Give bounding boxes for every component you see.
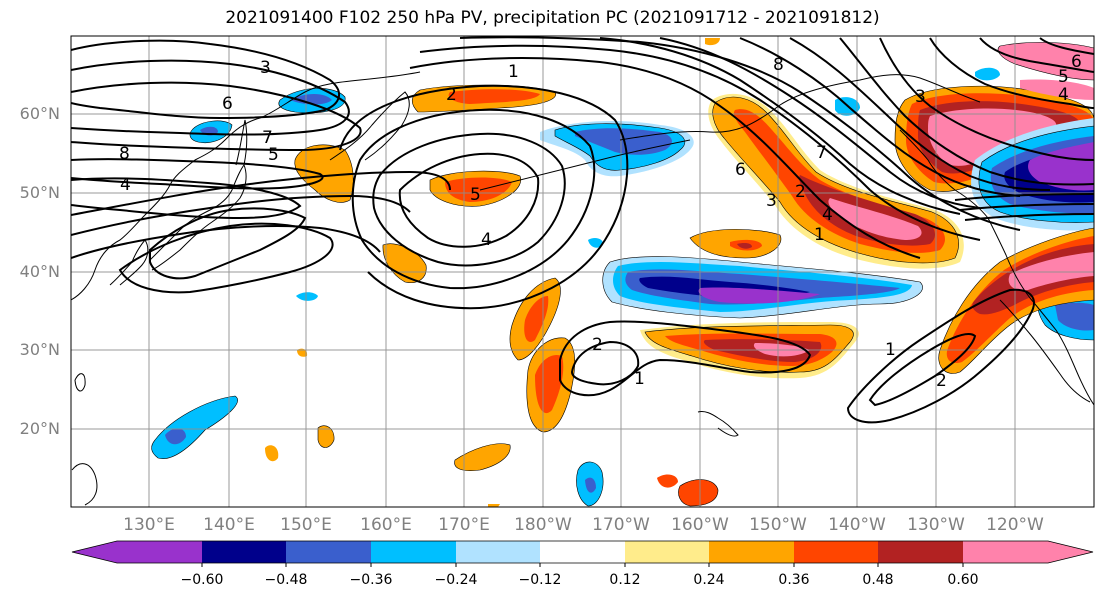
coast-kamchatka bbox=[329, 91, 410, 161]
colorbar-tick-label: 0.48 bbox=[862, 572, 894, 588]
contour-label: 1 bbox=[885, 340, 896, 360]
contour-label: 8 bbox=[119, 144, 130, 164]
colorbar-extend-max bbox=[1047, 541, 1093, 563]
shading-positive-small bbox=[265, 38, 782, 507]
map-title: 2021091400 F102 250 hPa PV, precipitatio… bbox=[225, 8, 880, 28]
contour-labels: 3 6 7 8 5 4 2 1 5 4 8 7 6 3 2 4 1 3 6 5 … bbox=[119, 52, 1082, 391]
contour-label: 4 bbox=[120, 175, 131, 195]
contour-label: 3 bbox=[260, 58, 271, 78]
lon-label: 170°E bbox=[438, 515, 490, 535]
colorbar-swatch bbox=[963, 541, 1049, 563]
colorbar-tick-label: −0.12 bbox=[518, 572, 562, 588]
colorbar-tick-label: −0.36 bbox=[349, 572, 393, 588]
contour-label: 6 bbox=[735, 160, 746, 180]
colorbar-tick-label: 0.24 bbox=[693, 572, 725, 588]
colorbar-tick-label: −0.60 bbox=[180, 572, 224, 588]
colorbar-swatch bbox=[456, 541, 541, 563]
contour-label: 5 bbox=[268, 145, 279, 165]
contour-label: 1 bbox=[634, 369, 645, 389]
colorbar-tick-label: 0.12 bbox=[609, 572, 641, 588]
lon-label: 140°E bbox=[203, 515, 255, 535]
map-panel: 3 6 7 8 5 4 2 1 5 4 8 7 6 3 2 4 1 3 6 5 … bbox=[71, 36, 1094, 507]
shading-positive-california bbox=[938, 227, 1094, 374]
lat-label: 60°N bbox=[19, 104, 60, 123]
coast-hawaii bbox=[697, 411, 739, 437]
contour-label: 2 bbox=[795, 182, 806, 202]
contour-label: 5 bbox=[470, 185, 481, 205]
coast-aleutians bbox=[479, 139, 691, 191]
lon-label: 150°E bbox=[280, 515, 332, 535]
lon-label: 180°W bbox=[514, 515, 572, 535]
colorbar-tick-label: −0.24 bbox=[434, 572, 478, 588]
contour-label: 2 bbox=[936, 371, 947, 391]
lon-label: 160°W bbox=[671, 515, 729, 535]
contour-label: 2 bbox=[446, 85, 457, 105]
colorbar-swatch bbox=[202, 541, 287, 563]
colorbar-swatch bbox=[371, 541, 457, 563]
colorbar-tick-label: 0.60 bbox=[947, 572, 979, 588]
contour-label: 4 bbox=[481, 230, 492, 250]
colorbar-swatch bbox=[794, 541, 879, 563]
contour-label: 3 bbox=[766, 191, 777, 211]
shading-negative-pnw bbox=[971, 118, 1094, 341]
contour-label: 6 bbox=[1071, 52, 1082, 72]
lat-label: 20°N bbox=[19, 419, 60, 438]
contour-label: 7 bbox=[816, 143, 827, 163]
colorbar-swatch bbox=[286, 541, 372, 563]
map-frame bbox=[70, 35, 1095, 508]
shading-negative-wpac bbox=[151, 88, 604, 507]
contour-label: 1 bbox=[508, 62, 519, 82]
contour-label: 6 bbox=[222, 94, 233, 114]
lon-label: 140°W bbox=[828, 515, 886, 535]
lon-label: 160°E bbox=[360, 515, 412, 535]
pv-contours bbox=[71, 36, 1094, 424]
coast-philippines bbox=[71, 463, 98, 506]
contour-label: 5 bbox=[1058, 67, 1069, 87]
lon-label: 130°W bbox=[907, 515, 965, 535]
contour-label: 8 bbox=[773, 55, 784, 75]
contour-label: 2 bbox=[592, 335, 603, 355]
lon-label: 120°W bbox=[986, 515, 1044, 535]
coast-mexico bbox=[999, 299, 1091, 403]
colorbar-swatch bbox=[709, 541, 795, 563]
colorbar-swatch bbox=[117, 541, 203, 563]
colorbar-swatch bbox=[878, 541, 964, 563]
lat-label: 30°N bbox=[19, 340, 60, 359]
colorbar bbox=[71, 540, 1094, 567]
coast-sakhalin bbox=[235, 119, 248, 166]
coast-canada bbox=[899, 129, 1094, 406]
colorbar-swatch bbox=[625, 541, 710, 563]
lon-label: 150°W bbox=[749, 515, 807, 535]
colorbar-swatch bbox=[540, 541, 626, 563]
colorbar-tick-label: −0.48 bbox=[264, 572, 308, 588]
colorbar-extend-min bbox=[72, 541, 118, 563]
lon-label: 130°E bbox=[123, 515, 175, 535]
contour-label: 3 bbox=[915, 87, 926, 107]
contour-label: 1 bbox=[814, 225, 825, 245]
contour-label: 4 bbox=[1058, 85, 1069, 105]
coast-alaska bbox=[619, 74, 981, 141]
contour-label: 4 bbox=[822, 205, 833, 225]
lat-label: 50°N bbox=[19, 183, 60, 202]
contour-label: 7 bbox=[262, 128, 273, 148]
coast-taiwan bbox=[74, 373, 86, 392]
lat-label: 40°N bbox=[19, 262, 60, 281]
colorbar-outline bbox=[71, 540, 1094, 564]
lon-label: 170°W bbox=[592, 515, 650, 535]
colorbar-tick-label: 0.36 bbox=[778, 572, 810, 588]
